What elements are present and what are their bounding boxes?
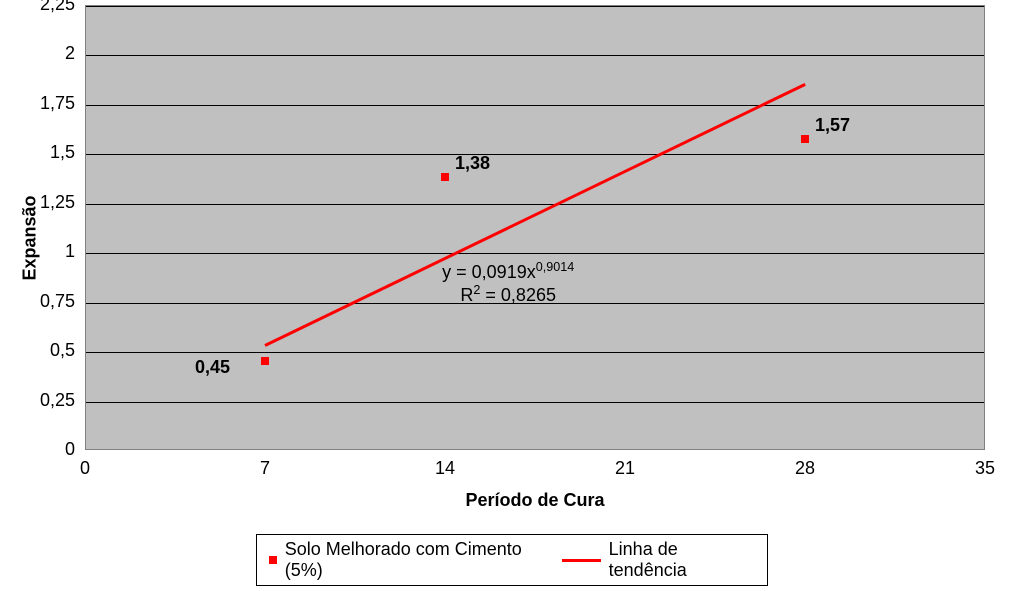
y-tick-label: 1: [0, 241, 75, 262]
y-tick-label: 1,25: [0, 192, 75, 213]
trendline-equation: y = 0,0919x0,9014R2 = 0,8265: [442, 260, 574, 306]
legend: Solo Melhorado com Cimento (5%) Linha de …: [256, 534, 768, 586]
x-tick-label: 28: [775, 458, 835, 479]
legend-marker-square: [269, 556, 277, 564]
y-tick-label: 1,75: [0, 93, 75, 114]
x-tick-label: 21: [595, 458, 655, 479]
gridline-h: [86, 352, 984, 353]
gridline-h: [86, 204, 984, 205]
y-tick-label: 0,75: [0, 291, 75, 312]
plot-area: [85, 5, 985, 450]
gridline-h: [86, 55, 984, 56]
y-tick-label: 0,25: [0, 390, 75, 411]
legend-marker-line: [562, 559, 600, 562]
data-point: [441, 173, 449, 181]
x-tick-label: 0: [55, 458, 115, 479]
y-tick-label: 2,25: [0, 0, 75, 15]
x-axis-label: Período de Cura: [85, 490, 985, 511]
y-tick-label: 2: [0, 43, 75, 64]
gridline-h: [86, 253, 984, 254]
legend-label: Linha de tendência: [609, 539, 755, 581]
data-point-label: 0,45: [195, 357, 230, 378]
y-tick-label: 0,5: [0, 340, 75, 361]
y-tick-label: 1,5: [0, 142, 75, 163]
x-tick-label: 35: [955, 458, 1015, 479]
y-tick-label: 0: [0, 439, 75, 460]
x-tick-label: 14: [415, 458, 475, 479]
x-tick-label: 7: [235, 458, 295, 479]
data-point: [801, 135, 809, 143]
gridline-h: [86, 154, 984, 155]
data-point-label: 1,57: [815, 115, 850, 136]
chart-container: Expansão 00,250,50,7511,251,51,7522,25 0…: [0, 0, 1024, 591]
data-point-label: 1,38: [455, 153, 490, 174]
legend-label: Solo Melhorado com Cimento (5%): [285, 539, 554, 581]
gridline-h: [86, 402, 984, 403]
gridline-h: [86, 6, 984, 7]
data-point: [261, 357, 269, 365]
gridline-h: [86, 105, 984, 106]
